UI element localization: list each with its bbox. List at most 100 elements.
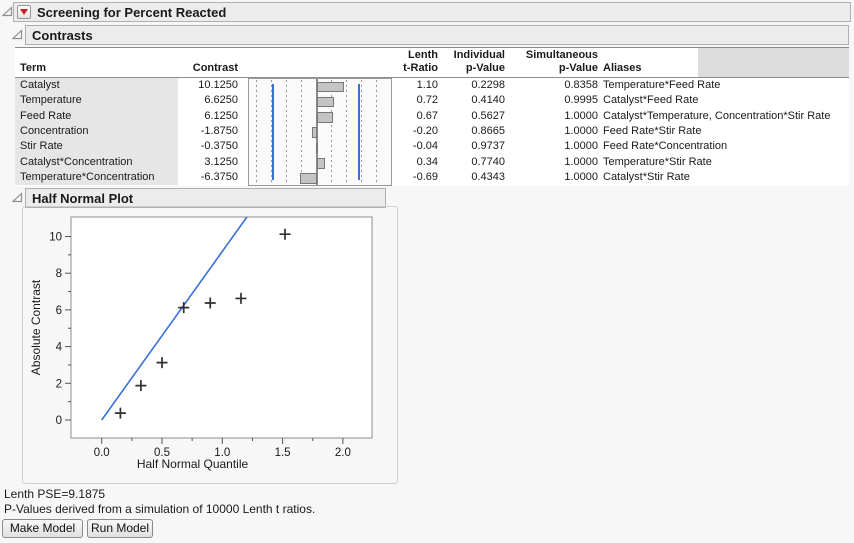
lenth-t-ratio-cell: 1.10 xyxy=(416,79,438,91)
grid-line xyxy=(331,80,332,184)
red-triangle-icon xyxy=(20,9,28,15)
aliases-cell: Catalyst*Temperature, Concentration*Stir… xyxy=(603,109,831,122)
aliases-cell: Temperature*Feed Rate xyxy=(603,79,721,91)
data-point-marker xyxy=(114,407,126,419)
contrast-cell: 3.1250 xyxy=(204,155,238,168)
lenth-limit-line xyxy=(357,84,360,180)
y-tick-label: 4 xyxy=(56,342,63,354)
simultaneous-p-value-cell: 1.0000 xyxy=(564,155,598,168)
simultaneous-p-value-cell: 0.9995 xyxy=(564,94,598,107)
individual-p-value-cell: 0.8665 xyxy=(471,124,505,137)
x-axis-title: Half Normal Quantile xyxy=(137,457,249,471)
lenth-pse-text: Lenth PSE=9.1875 xyxy=(4,487,106,501)
plot-outer-border xyxy=(22,206,398,484)
fit-line xyxy=(101,216,248,421)
grid-line xyxy=(346,80,347,184)
grid-line xyxy=(256,80,257,184)
term-cell: Concentration xyxy=(20,124,89,137)
col-header-contrast: Contrast xyxy=(192,62,238,74)
term-cell: Catalyst*Concentration xyxy=(20,155,133,168)
simultaneous-p-value-cell: 1.0000 xyxy=(564,140,598,153)
table-row[interactable]: Catalyst*Concentration 3.1250 0.34 0.7740 1.… xyxy=(0,155,854,170)
section-bar-screening: Screening for Percent Reacted xyxy=(13,2,851,22)
run-model-button[interactable]: Run Model xyxy=(87,519,153,538)
lenth-t-ratio-cell: -0.69 xyxy=(412,170,438,183)
simultaneous-p-value-cell: 1.0000 xyxy=(564,170,598,183)
contrast-bar xyxy=(312,127,317,138)
col-header-aliases: Aliases xyxy=(603,62,642,74)
y-tick-label: 0 xyxy=(56,415,62,427)
disclosure-triangle-icon[interactable] xyxy=(2,6,13,17)
table-row[interactable]: Catalyst 10.1250 1.10 0.2298 0.8358 Temperatu… xyxy=(0,78,854,93)
zero-axis-line xyxy=(316,79,318,185)
x-tick-label: 0.5 xyxy=(154,447,170,459)
data-point-marker xyxy=(235,292,247,304)
aliases-cell: Feed Rate*Stir Rate xyxy=(603,124,702,137)
individual-p-value-cell: 0.5627 xyxy=(471,109,505,122)
table-row[interactable]: Temperature*Concentration -6.3750 -0.69 0.4… xyxy=(0,170,854,185)
grid-line xyxy=(286,80,287,184)
p-value-note-text: P-Values derived from a simulation of 10… xyxy=(4,502,316,516)
lenth-t-ratio-cell: 0.67 xyxy=(416,109,438,122)
data-point-marker xyxy=(178,302,190,314)
table-row[interactable]: Feed Rate 6.1250 0.67 0.5627 1.0000 Catalyst*… xyxy=(0,109,854,124)
individual-p-value-cell: 0.7740 xyxy=(471,155,505,168)
data-point-marker xyxy=(135,380,147,392)
data-point-marker xyxy=(279,228,291,240)
y-tick-label: 8 xyxy=(56,268,62,280)
disclosure-triangle-icon[interactable] xyxy=(12,29,23,40)
half-normal-plot: 0.0 0.5 1.0 1.5 2.0 0 2 4 6 8 10 Half Normal Quanti… xyxy=(29,216,373,471)
lenth-t-ratio-cell: -0.04 xyxy=(412,140,438,153)
x-tick-label: 1.0 xyxy=(214,447,230,459)
contrast-bar xyxy=(317,81,344,92)
contrast-bar xyxy=(317,96,335,108)
contrast-cell: -1.8750 xyxy=(200,124,238,137)
red-triangle-menu-button[interactable] xyxy=(17,5,31,19)
lenth-t-ratio-cell: 0.34 xyxy=(416,155,438,168)
contrast-cell: 10.1250 xyxy=(198,79,238,91)
individual-p-value-cell: 0.2298 xyxy=(471,79,505,91)
page-title: Screening for Percent Reacted xyxy=(37,4,227,20)
x-tick-label: 2.0 xyxy=(335,447,351,459)
data-point-marker xyxy=(156,357,168,369)
contrast-bar-chart xyxy=(248,78,392,186)
contrast-bar xyxy=(300,173,317,184)
lenth-t-ratio-cell: -0.20 xyxy=(412,124,438,137)
section-bar-contrasts: Contrasts xyxy=(25,25,849,45)
x-tick-label: 0.0 xyxy=(94,447,110,459)
grid-line xyxy=(271,80,272,184)
contrast-bar xyxy=(317,158,326,169)
col-header-simultaneous-p-value: Simultaneous p-Value xyxy=(525,49,598,74)
y-tick-label: 10 xyxy=(49,232,62,244)
table-row[interactable]: Concentration -1.8750 -0.20 0.8665 1.0000 Fee… xyxy=(0,124,854,139)
col-header-term: Term xyxy=(20,62,47,74)
disclosure-triangle-icon[interactable] xyxy=(12,192,23,203)
table-row[interactable]: Stir Rate -0.3750 -0.04 0.9737 1.0000 Feed Ra… xyxy=(0,139,854,154)
contrast-cell: 6.1250 xyxy=(204,109,238,122)
y-tick-label: 2 xyxy=(56,378,62,390)
individual-p-value-cell: 0.9737 xyxy=(471,140,505,153)
simultaneous-p-value-cell: 1.0000 xyxy=(564,109,598,122)
table-top-rule xyxy=(15,47,849,48)
grid-line xyxy=(361,80,362,184)
simultaneous-p-value-cell: 0.8358 xyxy=(564,79,598,91)
individual-p-value-cell: 0.4343 xyxy=(471,170,505,183)
aliases-cell: Temperature*Stir Rate xyxy=(603,155,712,168)
contrast-bar xyxy=(317,112,334,123)
make-model-button[interactable]: Make Model xyxy=(2,519,83,538)
lenth-limit-line xyxy=(272,84,275,180)
x-tick-label: 1.5 xyxy=(275,447,291,459)
lenth-t-ratio-cell: 0.72 xyxy=(416,94,438,107)
term-cell: Temperature*Concentration xyxy=(20,170,155,183)
aliases-cell: Catalyst*Stir Rate xyxy=(603,170,690,183)
contrasts-section-title: Contrasts xyxy=(32,27,93,43)
contrast-bar xyxy=(316,142,318,154)
table-row[interactable]: Temperature 6.6250 0.72 0.4140 0.9995 Catalys… xyxy=(0,93,854,108)
y-axis-title: Absolute Contrast xyxy=(29,279,43,375)
grid-line xyxy=(376,80,377,184)
y-tick-label: 6 xyxy=(56,305,62,317)
contrast-cell: -0.3750 xyxy=(200,140,238,153)
aliases-cell: Feed Rate*Concentration xyxy=(603,140,728,153)
col-header-individual-p-value: Individual p-Value xyxy=(453,49,505,74)
